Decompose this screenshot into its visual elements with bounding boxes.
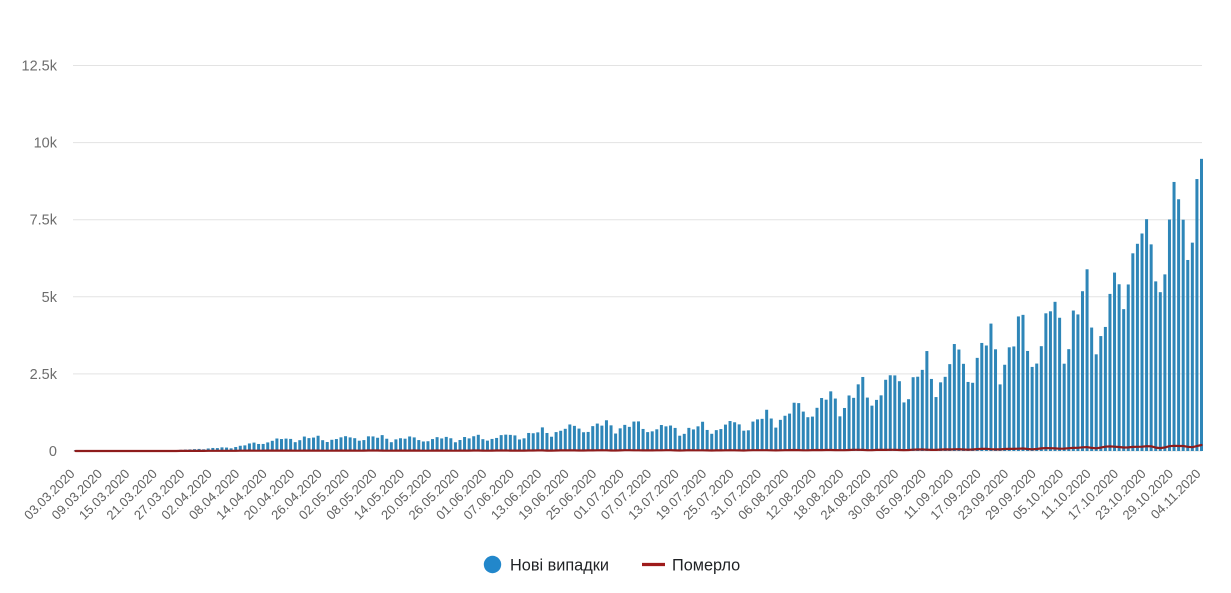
svg-text:5k: 5k (42, 290, 58, 306)
svg-text:Нові випадки: Нові випадки (510, 557, 609, 575)
svg-text:12.5k: 12.5k (22, 59, 58, 75)
svg-text:Померло: Померло (672, 557, 740, 575)
svg-text:0: 0 (49, 444, 57, 460)
svg-text:7.5k: 7.5k (30, 213, 58, 229)
svg-text:2.5k: 2.5k (30, 367, 58, 383)
svg-text:10k: 10k (34, 136, 58, 152)
